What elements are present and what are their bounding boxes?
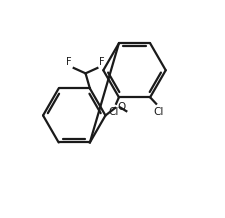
- Text: O: O: [117, 102, 125, 112]
- Text: Cl: Cl: [108, 107, 118, 117]
- Text: Cl: Cl: [153, 107, 163, 117]
- Text: F: F: [99, 57, 104, 67]
- Text: F: F: [66, 57, 72, 67]
